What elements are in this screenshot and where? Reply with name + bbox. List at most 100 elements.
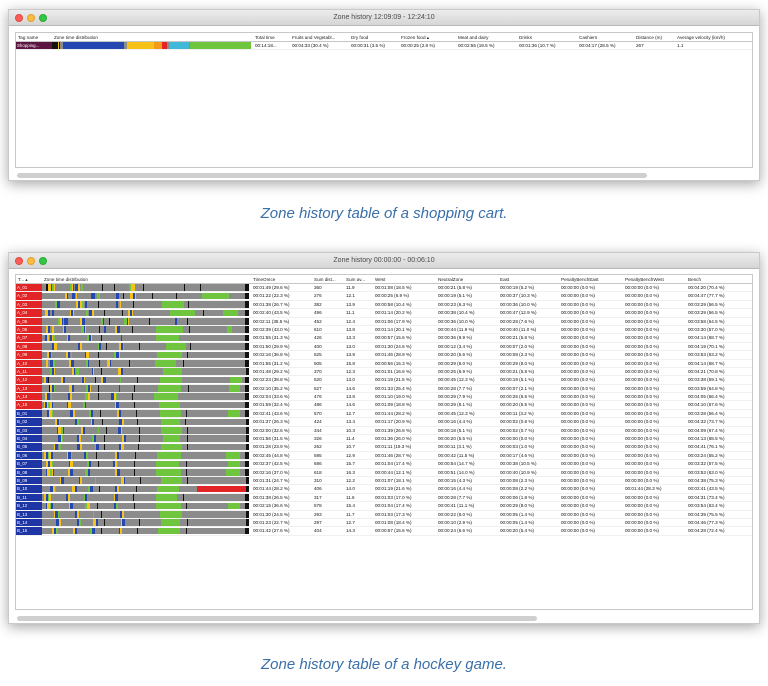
- column-header[interactable]: Total time: [255, 35, 275, 40]
- minimize-button[interactable]: [27, 257, 35, 265]
- table-cell: 12.7: [346, 410, 355, 416]
- zone-segment: [70, 359, 74, 367]
- table-cell: 00:03:24 (55.2 %): [688, 452, 725, 458]
- table-row[interactable]: Shopping... 00:14:18... 00:04:33 (30.4 %) 0…: [16, 42, 752, 51]
- column-header[interactable]: East: [500, 277, 510, 282]
- zone-history-table[interactable]: Tag name Zone time distribution Total time…: [15, 32, 753, 168]
- table-row[interactable]: B_09 00:01:31 (24.7 %) 310 12.2 00:01:07 (18…: [16, 476, 752, 486]
- table-row[interactable]: B_15 00:01:42 (27.6 %) 404 14.3 00:00:57 (15…: [16, 527, 752, 536]
- zone-segment: [161, 477, 183, 484]
- column-header[interactable]: Sum av...: [346, 277, 366, 282]
- table-row[interactable]: B_03 00:02:00 (32.6 %) 344 10.3 00:01:39 (26…: [16, 426, 752, 436]
- column-header[interactable]: Tag name: [18, 35, 39, 40]
- zone-segment: [52, 410, 71, 417]
- table-row[interactable]: A_09 00:02:16 (36.8 %) 525 13.9 00:01:46 (28…: [16, 351, 752, 360]
- zone-segment: [121, 343, 124, 350]
- horizontal-scrollbar[interactable]: [17, 616, 537, 621]
- column-header[interactable]: NeutralZone: [438, 277, 464, 282]
- table-cell: 12.4: [346, 318, 355, 324]
- column-header[interactable]: Dry food: [351, 35, 369, 40]
- table-cell: 00:02:00 (32.6 %): [253, 427, 290, 433]
- zone-segment: [91, 385, 99, 392]
- table-row[interactable]: B_14 00:01:23 (22.7 %) 297 12.7 00:01:08 (18…: [16, 518, 752, 528]
- zone-segment: [182, 359, 184, 367]
- zone-segment: [149, 317, 175, 325]
- table-row[interactable]: A_08 00:01:50 (29.9 %) 400 13.0 00:01:30 (24…: [16, 342, 752, 352]
- zone-segment: [140, 519, 162, 526]
- tag-name-cell: B_04: [16, 435, 42, 443]
- table-row[interactable]: B_13 00:01:30 (24.5 %) 293 11.7 00:01:03 (17…: [16, 510, 752, 519]
- column-header[interactable]: West: [375, 277, 386, 282]
- zone-segment: [90, 460, 98, 468]
- table-row[interactable]: A_15 00:01:59 (32.4 %) 486 14.6 00:01:09 (18…: [16, 401, 752, 410]
- table-cell: 570: [314, 410, 322, 416]
- table-row[interactable]: A_12 00:02:23 (38.8 %) 520 13.0 00:01:19 (21…: [16, 376, 752, 385]
- zone-time-distribution-bar: [42, 309, 251, 317]
- column-header[interactable]: Zone time distribution: [44, 277, 88, 282]
- zone-segment: [120, 527, 122, 535]
- horizontal-scrollbar[interactable]: [17, 173, 647, 178]
- zone-segment: [115, 393, 117, 401]
- column-header[interactable]: Average velocity (km/h): [677, 35, 725, 40]
- zone-segment: [129, 359, 130, 367]
- table-row[interactable]: B_01 00:02:41 (43.6 %) 570 12.7 00:01:44 (28…: [16, 409, 752, 419]
- column-header[interactable]: TimeOnIce: [253, 277, 276, 282]
- table-cell: 12.9: [346, 452, 355, 458]
- zone-segment: [116, 393, 133, 401]
- table-row[interactable]: A_13 00:02:10 (35.2 %) 527 14.6 00:01:33 (25…: [16, 384, 752, 394]
- zone-segment: [89, 309, 92, 317]
- column-header[interactable]: T... ▴: [18, 277, 28, 282]
- table-row[interactable]: B_10 00:01:44 (28.2 %) 406 14.0 00:01:19 (21…: [16, 485, 752, 494]
- table-row[interactable]: A_03 00:01:38 (26.7 %) 382 13.9 00:00:58 (10…: [16, 300, 752, 310]
- table-row[interactable]: A_14 00:02:04 (33.6 %) 476 13.8 00:01:10 (19…: [16, 393, 752, 402]
- table-row[interactable]: B_11 00:01:38 (26.5 %) 317 11.6 00:01:03 (17…: [16, 493, 752, 503]
- zone-segment: [138, 443, 140, 451]
- column-header[interactable]: PenaltyBenchWest: [625, 277, 664, 282]
- column-header[interactable]: Meat and dairy: [458, 35, 489, 40]
- column-header[interactable]: Drinks: [519, 35, 533, 40]
- table-row[interactable]: B_02 00:01:37 (26.3 %) 424 13.4 00:01:17 (20…: [16, 418, 752, 427]
- table-row[interactable]: B_07 00:02:37 (42.5 %) 686 15.7 00:01:04 (17…: [16, 460, 752, 469]
- table-row[interactable]: A_05 00:02:11 (35.5 %) 452 12.4 00:01:06 (17…: [16, 317, 752, 326]
- column-header[interactable]: Distance (m): [636, 35, 663, 40]
- table-cell: 00:03:53 (63.2 %): [688, 352, 725, 358]
- table-row[interactable]: B_05 00:01:28 (23.9 %) 262 10.7 00:01:11 (19…: [16, 443, 752, 452]
- column-header[interactable]: PenaltyBenchEast: [561, 277, 599, 282]
- zone-segment: [132, 326, 134, 333]
- zone-segment: [79, 443, 82, 451]
- close-button[interactable]: [15, 257, 23, 265]
- column-header[interactable]: Cashiers: [579, 35, 598, 40]
- table-row[interactable]: A_11 00:01:48 (29.2 %) 370 12.3 00:01:01 (16…: [16, 367, 752, 377]
- table-row[interactable]: B_12 00:02:15 (36.6 %) 578 15.4 00:01:04 (17…: [16, 502, 752, 511]
- zone-segment: [180, 418, 186, 426]
- table-row[interactable]: A_04 00:02:40 (43.5 %) 496 11.1 00:01:14 (20…: [16, 309, 752, 318]
- column-header[interactable]: Zone time distribution: [54, 35, 98, 40]
- column-header[interactable]: Sum dist...: [314, 277, 336, 282]
- table-row[interactable]: B_04 00:01:56 (31.5 %) 326 11.4 00:01:36 (26…: [16, 435, 752, 444]
- zone-segment: [47, 502, 50, 510]
- column-header[interactable]: Frozen food ▴: [401, 35, 430, 40]
- zone-segment: [84, 452, 86, 459]
- zone-segment: [82, 401, 85, 409]
- zone-segment: [245, 393, 249, 401]
- zoom-button[interactable]: [39, 257, 47, 265]
- table-row[interactable]: A_02 00:01:22 (22.3 %) 276 12.1 00:00:25 (6.…: [16, 292, 752, 301]
- zoom-button[interactable]: [39, 14, 47, 22]
- zone-segment: [186, 460, 187, 468]
- table-row[interactable]: A_01 00:01:49 (29.6 %) 360 11.9 00:01:08 (18…: [16, 284, 752, 293]
- zone-segment: [43, 494, 47, 501]
- table-row[interactable]: A_06 00:02:39 (43.0 %) 610 13.8 00:01:14 (20…: [16, 325, 752, 335]
- table-row[interactable]: A_10 00:01:55 (31.2 %) 505 15.8 00:00:56 (15…: [16, 359, 752, 368]
- table-cell: 370: [314, 368, 322, 374]
- column-header[interactable]: Bench: [688, 277, 702, 282]
- zone-history-table[interactable]: T... ▴ Zone time distribution TimeOnIce Sum…: [15, 274, 753, 610]
- minimize-button[interactable]: [27, 14, 35, 22]
- table-row[interactable]: A_07 00:01:55 (31.3 %) 426 13.3 00:00:57 (15…: [16, 334, 752, 343]
- zone-segment: [67, 494, 71, 501]
- table-row[interactable]: B_08 00:02:16 (37.0 %) 618 16.3 00:00:44 (12…: [16, 468, 752, 477]
- zone-segment: [74, 284, 76, 291]
- close-button[interactable]: [15, 14, 23, 22]
- zone-segment: [58, 510, 76, 518]
- column-header[interactable]: Fruits and Vegetabl...: [292, 35, 336, 40]
- table-row[interactable]: B_06 00:02:45 (44.8 %) 595 12.9 00:01:46 (28…: [16, 451, 752, 461]
